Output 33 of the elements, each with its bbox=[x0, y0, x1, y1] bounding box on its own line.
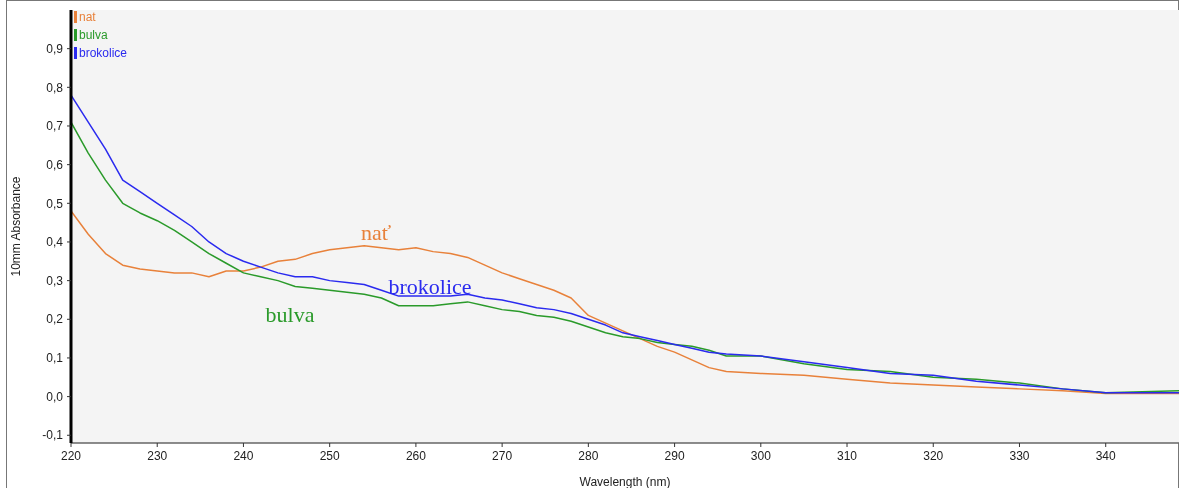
y-tick-label: 0,9 bbox=[46, 41, 64, 56]
x-tick-label: 330 bbox=[1009, 449, 1030, 463]
y-tick-label: 0,3 bbox=[46, 273, 64, 288]
legend-label: bulva bbox=[79, 28, 109, 43]
x-tick-label: 250 bbox=[319, 449, 341, 463]
y-tick-label: 0,8 bbox=[46, 80, 64, 95]
line-series bbox=[71, 210, 1179, 395]
y-tick-label: 0,4 bbox=[46, 235, 64, 250]
y-tick-label: 0,2 bbox=[46, 312, 64, 327]
x-tick-label: 290 bbox=[664, 449, 685, 463]
y-tick-label: -0,1 bbox=[42, 428, 64, 443]
x-tick-label: 220 bbox=[60, 449, 82, 463]
annotation: bulva bbox=[265, 302, 315, 327]
x-axis-title: Wavelength (nm) bbox=[579, 475, 671, 488]
x-tick-label: 270 bbox=[492, 449, 513, 463]
x-tick-label: 280 bbox=[578, 449, 599, 463]
x-tick-label: 300 bbox=[750, 449, 772, 463]
y-axis-title: 10mm Absorbance bbox=[9, 176, 23, 277]
x-tick-label: 310 bbox=[837, 449, 858, 463]
x-tick-label: 240 bbox=[233, 449, 254, 463]
legend-label: brokolice bbox=[79, 46, 128, 61]
annotation: brokolice bbox=[388, 274, 472, 299]
x-tick-label: 320 bbox=[923, 449, 944, 463]
x-tick-label: 340 bbox=[1095, 449, 1117, 463]
y-tick-label: 0,1 bbox=[46, 351, 64, 366]
annotation: nať bbox=[360, 220, 392, 245]
y-tick-label: 0,5 bbox=[46, 196, 64, 211]
x-tick-label: 230 bbox=[147, 449, 168, 463]
x-tick-label: 260 bbox=[405, 449, 427, 463]
y-tick-label: 0,7 bbox=[46, 119, 64, 134]
y-tick-label: 0,0 bbox=[46, 389, 64, 404]
y-tick-label: 0,6 bbox=[46, 157, 64, 172]
legend-label: nat bbox=[79, 10, 97, 25]
